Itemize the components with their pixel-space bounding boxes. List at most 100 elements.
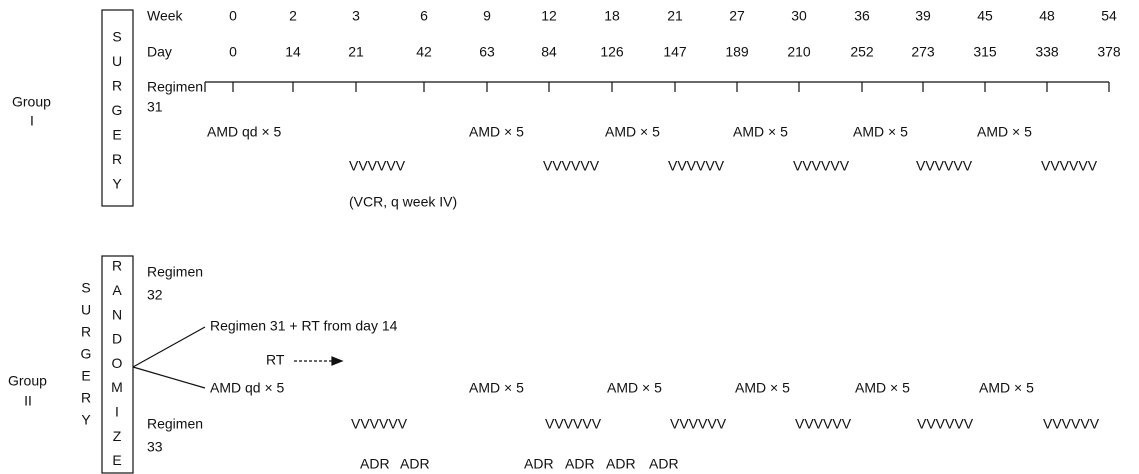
amd: AMD × 5 [979, 380, 1034, 396]
regimen: 32 [147, 287, 163, 303]
branch-line [132, 366, 206, 389]
randomize-letter: N [112, 306, 122, 322]
regimen: Regimen [147, 264, 203, 280]
group-label: Group [12, 94, 51, 110]
amd: AMD × 5 [855, 380, 910, 396]
surgery-letter: E [81, 368, 90, 384]
surgery-box [101, 9, 134, 207]
amd: AMD × 5 [853, 124, 908, 140]
surgery-letter: S [81, 280, 90, 296]
week: 2 [289, 8, 297, 24]
week-label: Week [147, 8, 184, 24]
rt: RT [266, 352, 285, 368]
vcr: VVVVVV [349, 158, 406, 174]
adr: ADR [649, 456, 679, 472]
surgery-letter: G [112, 102, 123, 118]
vcr: VVVVVV [545, 416, 602, 432]
randomize-letter: M [111, 379, 123, 395]
randomize-letter: E [112, 452, 121, 468]
surgery-letter: U [81, 302, 91, 318]
day: 42 [416, 44, 432, 60]
week: 36 [854, 8, 870, 24]
day: 338 [1035, 44, 1059, 60]
amd: AMD × 5 [735, 380, 790, 396]
randomize-letter: Z [113, 428, 122, 444]
surgery-letter: G [81, 346, 92, 362]
branch-line [132, 326, 206, 368]
week: 12 [541, 8, 557, 24]
vcr: VVVVVV [351, 416, 408, 432]
week: 45 [977, 8, 993, 24]
week: 54 [1101, 8, 1117, 24]
week: 21 [667, 8, 683, 24]
adr: ADR [360, 456, 390, 472]
vcr: VVVVVV [916, 158, 973, 174]
vcr: VVVVVV [543, 158, 600, 174]
amd: AMD × 5 [605, 124, 660, 140]
regimen: Regimen [147, 416, 203, 432]
week: 27 [729, 8, 745, 24]
surgery-letter: S [112, 29, 121, 45]
randomize-letter: O [112, 355, 123, 371]
group-label: I [30, 113, 34, 129]
day: 126 [600, 44, 624, 60]
surgery-letter: Y [81, 412, 91, 428]
week: 9 [483, 8, 491, 24]
day: 189 [725, 44, 749, 60]
week: 3 [352, 8, 360, 24]
surgery-letter: R [112, 78, 122, 94]
day: 63 [479, 44, 495, 60]
amd: AMD qd × 5 [210, 380, 285, 396]
surgery-letter: R [81, 324, 91, 340]
week: 48 [1039, 8, 1055, 24]
adr: ADR [400, 456, 430, 472]
day: 273 [911, 44, 935, 60]
branch: Regimen 31 + RT from day 14 [210, 318, 398, 334]
day-label: Day [147, 44, 172, 60]
day: 210 [787, 44, 811, 60]
amd: AMD qd × 5 [207, 124, 282, 140]
day: 14 [285, 44, 301, 60]
rt-arrowhead [331, 356, 344, 366]
amd: AMD × 5 [607, 380, 662, 396]
week: 6 [420, 8, 428, 24]
adr: ADR [565, 456, 595, 472]
vcr: VVVVVV [670, 416, 727, 432]
vcr: VVVVVV [793, 158, 850, 174]
regimen: Regimen [147, 79, 203, 95]
regimen: 33 [147, 439, 163, 455]
week: 0 [229, 8, 237, 24]
vcr: VVVVVV [1043, 416, 1100, 432]
randomize-letter: I [115, 404, 119, 420]
vcr: VVVVVV [668, 158, 725, 174]
adr: ADR [524, 456, 554, 472]
amd: AMD × 5 [977, 124, 1032, 140]
vcr: VVVVVV [1041, 158, 1098, 174]
randomize-letter: R [112, 258, 122, 274]
surgery-letter: U [112, 53, 122, 69]
amd: AMD × 5 [733, 124, 788, 140]
group-label: II [24, 393, 32, 409]
day: 252 [850, 44, 874, 60]
day: 21 [348, 44, 364, 60]
group-label: Group [8, 373, 47, 389]
note: (VCR, q week IV) [349, 194, 457, 210]
day: 0 [229, 44, 237, 60]
day: 147 [663, 44, 687, 60]
surgery-letter: Y [112, 176, 122, 192]
adr: ADR [606, 456, 636, 472]
day: 315 [973, 44, 997, 60]
vcr: VVVVVV [917, 416, 974, 432]
amd: AMD × 5 [469, 380, 524, 396]
randomize-letter: A [112, 282, 122, 298]
randomize-letter: D [112, 331, 122, 347]
surgery-letter: E [112, 127, 121, 143]
week: 18 [604, 8, 620, 24]
week: 30 [791, 8, 807, 24]
regimen: 31 [147, 99, 163, 115]
surgery-letter: R [81, 390, 91, 406]
day: 378 [1097, 44, 1121, 60]
vcr: VVVVVV [795, 416, 852, 432]
randomize-box [101, 255, 134, 474]
